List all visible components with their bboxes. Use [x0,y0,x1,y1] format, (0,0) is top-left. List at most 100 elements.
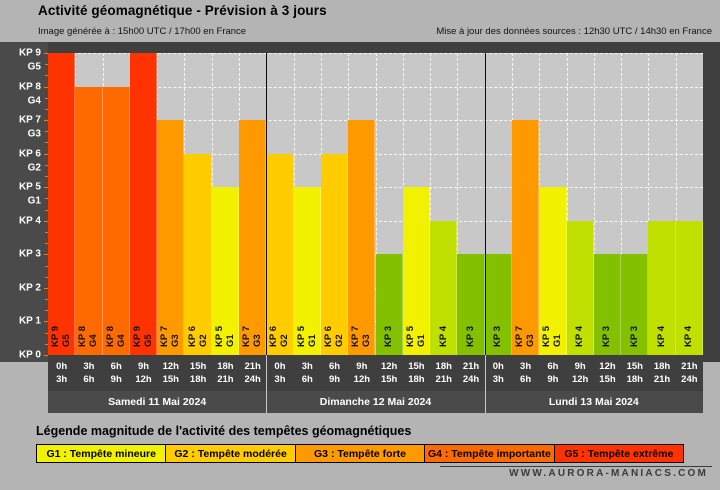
x-tick-start: 0h [274,361,286,372]
x-tick-start: 12h [162,361,179,372]
day-label-0: Samedi 11 Mai 2024 [108,396,207,408]
bar-value-labels: KP 4 [567,326,593,347]
bar-g-label: G1 [415,334,427,347]
x-tick-start: 15h [189,361,207,372]
bar-g-label: G3 [170,334,182,347]
bar-day1-12h[interactable]: KP 3 [375,254,403,355]
day-separator [266,53,268,355]
bar-day0-6h[interactable]: KP 8 G4 [102,86,130,355]
x-tick-day0-3h: 3h 6h [75,355,102,391]
bar-day2-0h[interactable]: KP 3 [484,254,512,355]
bar-value-labels: KP 4 [648,326,674,347]
bar-day1-9h[interactable]: KP 7 G3 [348,120,376,355]
y-minor-tick [45,75,48,77]
x-axis-times: 0h 3h 3h 6h 6h 9h 9h 12h 12h 15h 15h 18h 18h 21h 21h 24… [48,355,703,391]
y-tick-mark [44,321,48,323]
x-tick-start: 6h [329,361,341,372]
y-minor-tick [45,164,48,166]
bar-day0-15h[interactable]: KP 6 G2 [184,153,212,355]
bar-g-label: G2 [334,334,346,347]
gridline-vertical [648,53,650,355]
bar-day1-21h[interactable]: KP 3 [457,254,485,355]
bar-day2-9h[interactable]: KP 4 [566,220,594,355]
y-tick-mark [44,220,48,222]
x-tick-day0-9h: 9h 12h [130,355,157,391]
x-tick-start: 21h [244,361,261,372]
y-tick-mark [44,187,48,189]
bar-day0-0h[interactable]: KP 9 G5 [48,53,76,355]
x-tick-end: 18h [189,374,207,385]
gridline-vertical [593,53,595,355]
y-tick-mark [44,254,48,256]
bar-g-label: G1 [224,334,236,347]
x-tick-day1-0h: 0h 3h [266,355,293,391]
x-tick-day2-3h: 3h 6h [512,355,539,391]
x-tick-start: 21h [462,361,480,372]
bar-day1-15h[interactable]: KP 5 G1 [402,187,431,355]
y-tick-kp1: KP 1 [18,315,41,327]
x-tick-end: 9h [110,374,122,385]
y-minor-tick [45,332,48,334]
bar-day2-21h[interactable]: KP 4 [675,220,703,355]
bar-kp-label: KP 3 [383,326,395,347]
bar-value-labels: KP 5 G1 [539,326,565,347]
y-minor-tick [45,97,48,99]
bar-day0-9h[interactable]: KP 9 G5 [129,53,158,355]
bar-day2-12h[interactable]: KP 3 [593,254,622,355]
bar-kp-label: KP 5 [404,326,416,347]
y-minor-tick [45,142,48,144]
bar-day2-18h[interactable]: KP 4 [648,220,676,355]
y-tick-kp6: KP 6 [18,148,41,160]
bar-g-label: G4 [88,334,100,347]
gridline-vertical [457,53,459,355]
y-minor-tick [45,276,48,278]
y-tick-kp5: KP 5 [18,181,41,193]
bar-day1-18h[interactable]: KP 4 [430,220,458,355]
x-tick-end: 6h [520,374,532,385]
legend-item-g2: G2 : Tempête modérée [166,445,296,462]
legend-title: Légende magnitude de l'activité des temp… [36,424,412,438]
bar-g-label: G1 [552,334,564,347]
generated-timestamp: Image générée à : 15h00 UTC / 17h00 en F… [38,26,247,37]
y-tick-mark [44,153,48,155]
bar-day0-3h[interactable]: KP 8 G4 [75,86,103,355]
x-tick-day0-21h: 21h 24h [239,355,266,391]
legend-item-g5: G5 : Tempête extrême [554,445,684,462]
bar-value-labels: KP 8 G4 [103,326,129,347]
bar-g-label: G2 [279,334,291,347]
x-tick-day1-9h: 9h 12h [348,355,375,391]
bar-kp-label: KP 3 [628,326,640,347]
bar-day1-3h[interactable]: KP 5 G1 [293,187,321,355]
y-minor-tick [45,198,48,200]
y-tick-kp7: KP 7 [18,114,41,126]
y-tick-kp2: KP 2 [18,282,41,294]
x-tick-end: 9h [329,374,341,385]
bar-kp-label: KP 7 [159,326,171,347]
bar-day1-0h[interactable]: KP 6 G2 [266,153,294,355]
x-tick-end: 12h [135,374,152,385]
bar-day1-6h[interactable]: KP 6 G2 [320,153,349,355]
x-tick-end: 12h [571,374,589,385]
y-tick-kp0: KP 0 [18,349,41,361]
bar-kp-label: KP 7 [350,326,362,347]
day-label-1: Dimanche 12 Mai 2024 [319,396,432,408]
x-tick-end: 21h [435,374,452,385]
bar-value-labels: KP 3 [594,326,620,347]
bar-day0-12h[interactable]: KP 7 G3 [157,120,185,355]
bar-day0-21h[interactable]: KP 7 G3 [239,120,267,355]
bar-value-labels: KP 3 [485,326,511,347]
x-tick-end: 6h [301,374,313,385]
bar-day2-6h[interactable]: KP 5 G1 [539,187,567,355]
x-tick-day1-6h: 6h 9h [321,355,348,391]
bar-value-labels: KP 9 G5 [48,326,74,347]
bar-value-labels: KP 7 G3 [348,326,374,347]
x-tick-day0-12h: 12h 15h [157,355,184,391]
bar-kp-label: KP 7 [514,326,526,347]
bar-day0-18h[interactable]: KP 5 G1 [211,187,240,355]
x-tick-day1-21h: 21h 24h [457,355,484,391]
x-tick-end: 6h [83,374,95,385]
bar-day2-15h[interactable]: KP 3 [621,254,649,355]
x-tick-start: 6h [110,361,122,372]
x-tick-day1-15h: 15h 18h [403,355,430,391]
bar-day2-3h[interactable]: KP 7 G3 [511,120,540,355]
